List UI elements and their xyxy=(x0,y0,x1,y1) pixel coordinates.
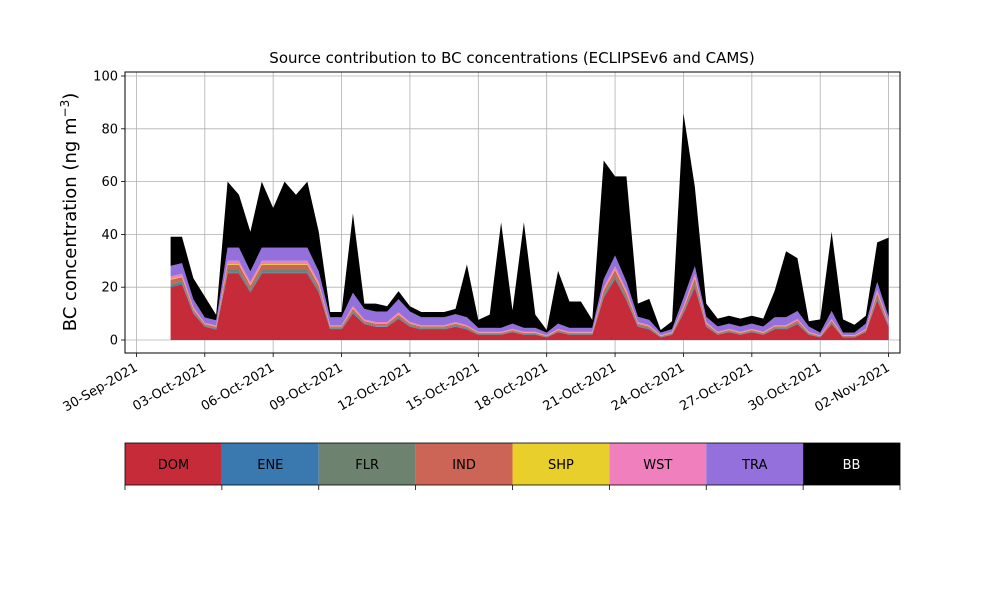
plot-frame xyxy=(124,71,901,354)
y-tick-label: 60 xyxy=(101,175,118,190)
legend-swatch-tra xyxy=(706,443,804,485)
area-dom xyxy=(170,274,889,340)
y-tick-label: 40 xyxy=(101,228,118,243)
y-tick-label: 0 xyxy=(110,334,118,349)
legend-label-wst: WST xyxy=(643,458,672,473)
area-bb xyxy=(170,113,889,333)
x-tick-label: 30-Oct-2021 xyxy=(746,360,824,414)
color-legend: DOM ENE FLR IND SHP WST TRA BB xyxy=(124,442,901,490)
area-wst xyxy=(170,260,889,336)
legend-swatch-shp xyxy=(512,443,610,485)
x-tick-label: 18-Oct-2021 xyxy=(472,360,550,414)
legend-swatch-ene xyxy=(221,443,319,485)
area-flr xyxy=(170,270,889,338)
y-tick-label: 80 xyxy=(101,122,118,137)
legend-label-tra: TRA xyxy=(741,458,767,473)
x-tick-label: 03-Oct-2021 xyxy=(130,360,208,414)
x-tick-label: 30-Sep-2021 xyxy=(61,360,141,415)
legend-label-ind: IND xyxy=(452,458,476,473)
x-tick-label: 06-Oct-2021 xyxy=(199,360,277,414)
x-tick-label: 24-Oct-2021 xyxy=(609,360,687,414)
legend-label-bb: BB xyxy=(843,458,861,473)
y-axis-label-close: ) xyxy=(60,93,81,100)
legend-label-flr: FLR xyxy=(355,458,379,473)
stacked-areas xyxy=(170,113,889,340)
legend-swatch-ind xyxy=(415,443,513,485)
x-tick-label: 27-Oct-2021 xyxy=(677,360,755,414)
y-tick-label: 100 xyxy=(93,70,118,85)
x-tick-label: 21-Oct-2021 xyxy=(541,360,619,414)
legend-label-ene: ENE xyxy=(257,458,283,473)
area-ind xyxy=(170,264,889,337)
legend-label-dom: DOM xyxy=(158,458,189,473)
y-tick-label: 20 xyxy=(101,281,118,296)
y-axis-label-exponent: −3 xyxy=(58,100,72,118)
y-axis: 0 20 40 60 80 100 xyxy=(93,70,125,349)
area-ene xyxy=(170,272,889,338)
y-axis-label-main: BC concentration (ng m xyxy=(60,117,81,331)
x-tick-label: 15-Oct-2021 xyxy=(404,360,482,414)
area-tra xyxy=(170,247,889,336)
legend-swatch-wst xyxy=(609,443,707,485)
chart-title: Source contribution to BC concentrations… xyxy=(269,49,754,67)
legend-swatch-dom xyxy=(125,443,222,485)
x-tick-label: 12-Oct-2021 xyxy=(336,360,414,414)
y-axis-label: BC concentration (ng m−3) xyxy=(58,93,81,332)
legend-swatch-bb xyxy=(803,443,900,485)
legend-label-shp: SHP xyxy=(548,458,574,473)
x-axis: 30-Sep-202103-Oct-202106-Oct-202109-Oct-… xyxy=(61,353,893,415)
x-tick-label: 09-Oct-2021 xyxy=(267,360,345,414)
x-tick-label: 02-Nov-2021 xyxy=(812,360,892,415)
legend-swatch-flr xyxy=(318,443,416,485)
